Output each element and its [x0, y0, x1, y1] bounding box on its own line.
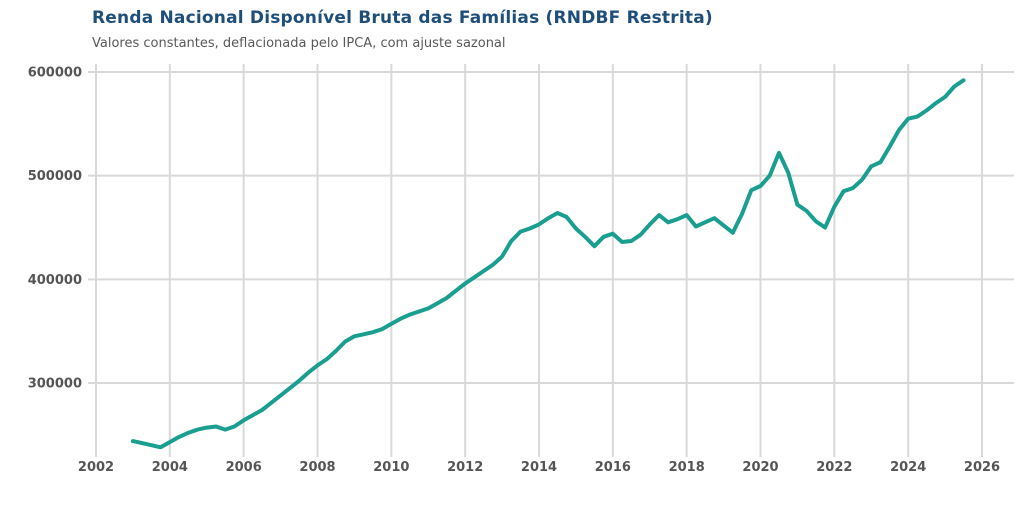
y-tick-label: 400000 [28, 273, 82, 288]
chart-subtitle: Valores constantes, deflacionada pelo IP… [92, 36, 506, 51]
x-tick-label: 2006 [226, 460, 262, 475]
x-tick-label: 2008 [299, 460, 335, 475]
x-tick-label: 2004 [152, 460, 188, 475]
y-tick-label: 500000 [28, 169, 82, 184]
y-tick-label: 600000 [28, 66, 82, 81]
x-tick-label: 2012 [447, 460, 483, 475]
y-tick-label: 300000 [28, 377, 82, 392]
data-series-line [130, 78, 966, 450]
chart-title: Renda Nacional Disponível Bruta das Famí… [92, 8, 713, 28]
x-tick-label: 2022 [816, 460, 852, 475]
gridlines [88, 64, 1014, 457]
x-tick-label: 2016 [595, 460, 631, 475]
x-tick-label: 2020 [742, 460, 778, 475]
x-tick-label: 2026 [964, 460, 1000, 475]
data-series-layer [130, 78, 966, 450]
x-tick-label: 2024 [890, 460, 926, 475]
x-tick-label: 2010 [373, 460, 409, 475]
x-tick-label: 2018 [669, 460, 705, 475]
x-tick-label: 2002 [78, 460, 114, 475]
axis-tick-labels: 300000 400000 500000 600000 2002 2004 2006 2008… [28, 66, 1000, 476]
x-tick-label: 2014 [521, 460, 557, 475]
